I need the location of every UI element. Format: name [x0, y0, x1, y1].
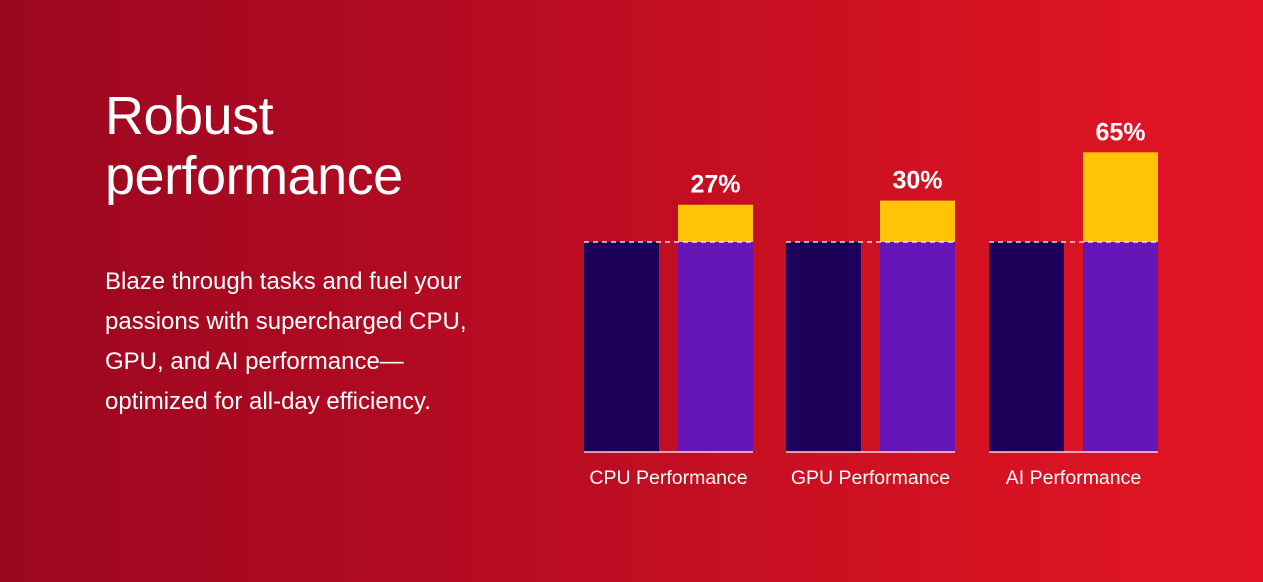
heading-line-2: performance — [105, 146, 403, 206]
body-line-4: optimized for all-day efficiency. — [105, 388, 431, 415]
cpu-gain-segment — [678, 204, 753, 242]
heading: Robust performance — [105, 86, 403, 206]
heading-line-1: Robust — [105, 86, 274, 146]
ai-category-label: AI Performance — [1006, 467, 1141, 489]
gpu-value-label: 30% — [892, 167, 942, 195]
ai-value-label: 65% — [1095, 118, 1145, 146]
body-line-2: passions with supercharged CPU, — [105, 308, 467, 335]
cpu-category-label: CPU Performance — [589, 467, 747, 489]
cpu-baseline-bar — [584, 242, 659, 452]
gpu-baseline-bar — [786, 242, 861, 452]
ai-gain-segment — [1083, 152, 1158, 242]
gpu-gain-segment — [880, 200, 955, 242]
body-text: Blaze through tasks and fuel your passio… — [105, 262, 575, 422]
ai-improved-bar — [1083, 242, 1158, 452]
body-line-3: GPU, and AI performance— — [105, 348, 404, 375]
body-line-1: Blaze through tasks and fuel your — [105, 268, 462, 295]
gpu-category-label: GPU Performance — [791, 467, 950, 489]
cpu-value-label: 27% — [690, 171, 740, 199]
ai-baseline-bar — [989, 242, 1064, 452]
cpu-improved-bar — [678, 242, 753, 452]
gpu-improved-bar — [880, 242, 955, 452]
